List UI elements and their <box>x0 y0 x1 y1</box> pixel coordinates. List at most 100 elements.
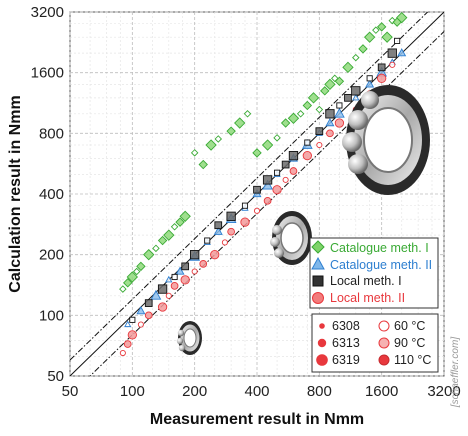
point-diamond <box>157 235 168 246</box>
point-circle <box>210 250 220 260</box>
x-tick-100: 100 <box>120 383 145 400</box>
point-circle <box>263 196 272 205</box>
point-diamond <box>261 139 274 151</box>
point-circle <box>127 330 137 340</box>
method-legend: Catalogue meth. I Catalogue meth. II Loc… <box>309 237 439 309</box>
point-diamond <box>136 261 146 272</box>
point-diamond <box>396 12 408 24</box>
legend-marker-triangle <box>311 256 325 270</box>
legend-temp-60-icon <box>378 320 390 332</box>
x-axis-label: Measurement result in Nmm <box>150 411 364 428</box>
point-circle <box>253 207 261 214</box>
point-circle <box>334 118 345 128</box>
point-square <box>241 202 249 209</box>
x-tick-200: 200 <box>182 383 207 400</box>
legend-label-catalogue-2: Catalogue meth. II <box>330 258 432 272</box>
point-diamond <box>352 53 360 62</box>
point-circle <box>302 150 312 161</box>
point-diamond <box>198 159 208 170</box>
point-triangle <box>262 179 273 190</box>
legend-size-large-icon <box>316 354 328 366</box>
point-diamond <box>287 112 300 124</box>
point-diamond <box>363 31 376 43</box>
data-points <box>119 12 408 357</box>
point-diamond <box>243 110 252 118</box>
point-circle <box>119 349 126 357</box>
size-temperature-legend: 6308 6313 6319 60 °C 90 °C 110 °C <box>311 313 439 373</box>
point-diamond <box>307 92 320 104</box>
y-axis-label: Calculation result in Nmm <box>7 95 24 292</box>
point-circle <box>199 260 208 268</box>
point-circle <box>326 129 334 138</box>
legend-marker-circle <box>312 292 324 304</box>
bearing-medium-illustration <box>270 211 312 265</box>
point-diamond <box>119 285 127 293</box>
point-square <box>315 127 324 136</box>
point-square <box>366 75 373 82</box>
point-square <box>171 273 178 281</box>
point-circle <box>157 302 168 312</box>
legend-label-catalogue-1: Catalogue meth. I <box>330 241 429 255</box>
point-square <box>181 262 190 271</box>
x-tick-1600: 1600 <box>365 383 398 400</box>
x-tick-labels: 50 100 200 400 800 1600 3200 <box>62 383 461 400</box>
point-square <box>281 160 290 169</box>
point-diamond <box>126 271 139 283</box>
point-circle <box>240 217 250 227</box>
point-square <box>157 284 168 294</box>
point-circle <box>289 167 298 175</box>
point-diamond <box>381 31 393 43</box>
legend-temp-60: 60 °C <box>394 319 425 333</box>
point-circle <box>180 275 190 285</box>
point-diamond <box>123 278 133 288</box>
point-square <box>351 86 361 96</box>
point-triangle <box>165 275 173 283</box>
point-square <box>336 102 343 109</box>
bearing-small-illustration <box>176 321 202 355</box>
point-diamond <box>163 229 175 241</box>
point-triangle <box>397 48 407 57</box>
point-triangle <box>150 289 162 300</box>
y-tick-800: 800 <box>39 125 64 142</box>
point-circle <box>170 282 179 290</box>
legend-size-small-icon <box>319 323 325 329</box>
x-tick-50: 50 <box>62 383 79 400</box>
point-circle <box>144 311 153 320</box>
point-diamond <box>324 78 336 91</box>
point-diamond <box>315 105 324 114</box>
point-triangle <box>136 306 146 315</box>
point-diamond <box>214 135 223 143</box>
point-square <box>394 37 401 44</box>
point-diamond <box>280 118 291 128</box>
point-square <box>204 237 211 244</box>
point-diamond <box>252 148 262 158</box>
legend-marker-square <box>312 275 324 287</box>
point-circle <box>227 227 235 236</box>
x-tick-3200: 3200 <box>427 383 460 400</box>
point-diamond <box>170 223 179 231</box>
point-square <box>274 169 281 176</box>
y-tick-50: 50 <box>47 368 64 385</box>
point-diamond <box>296 110 305 118</box>
point-square <box>144 299 153 307</box>
point-square <box>214 221 223 230</box>
legend-size-6319: 6319 <box>332 353 360 367</box>
point-diamond <box>372 26 380 34</box>
legend-temp-110: 110 °C <box>394 353 431 367</box>
point-diamond <box>132 267 141 276</box>
point-circle <box>123 340 132 348</box>
legend-size-6308: 6308 <box>332 319 360 333</box>
reference-line-upper <box>70 12 429 361</box>
point-diamond <box>376 22 387 32</box>
y-tick-200: 200 <box>39 247 64 264</box>
y-tick-labels: 50 100 200 400 800 1600 3200 <box>31 4 64 385</box>
point-triangle <box>352 93 360 101</box>
legend-label-local-1: Local meth. I <box>330 274 402 288</box>
x-tick-400: 400 <box>244 383 269 400</box>
point-diamond <box>226 126 236 136</box>
point-square <box>262 175 273 185</box>
point-diamond <box>334 76 345 86</box>
legend-temp-90: 90 °C <box>394 336 425 350</box>
point-diamond <box>143 248 155 261</box>
legend-size-6313: 6313 <box>332 336 360 350</box>
